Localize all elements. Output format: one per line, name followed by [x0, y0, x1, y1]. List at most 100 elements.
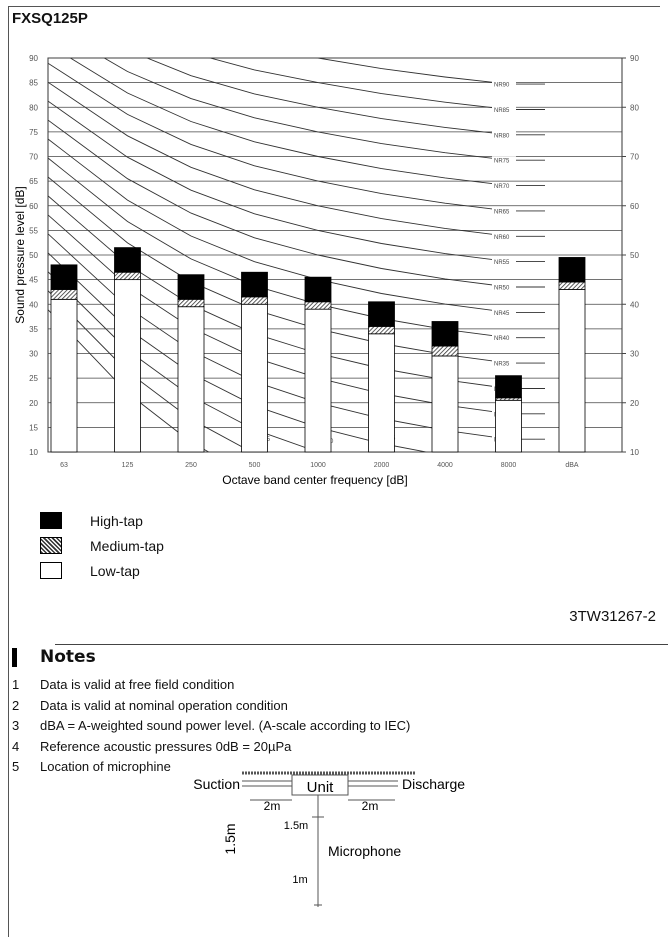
document-code: 3TW31267-2: [569, 608, 656, 625]
nr-curve: [48, 138, 545, 313]
curve-label: NR40: [494, 336, 510, 342]
x-tick-label: 63: [60, 462, 68, 469]
curve-label: NR75: [494, 159, 510, 165]
note-text: Data is valid at nominal operation condi…: [40, 697, 288, 713]
nr-curve: [48, 309, 210, 452]
bar-segment: [495, 399, 522, 453]
bar-segment: [495, 375, 522, 399]
bar-segment: [304, 308, 332, 453]
x-tick-label: 1000: [310, 462, 326, 469]
curve-label: NR45: [494, 311, 510, 317]
label-bg: [492, 257, 516, 266]
label-bg: [492, 105, 516, 114]
nr-curve: [69, 58, 545, 187]
y-tick-label: 35: [29, 325, 38, 334]
y2-tick-label: 90: [630, 54, 639, 63]
bar-segment: [368, 326, 395, 335]
curve-label: NR90: [494, 83, 510, 89]
diagram-lines: [242, 771, 415, 907]
bar-segment: [368, 333, 395, 453]
y-tick-label: 55: [29, 226, 38, 235]
microphone-label: Microphone: [328, 843, 401, 859]
title: FXSQ125P: [12, 10, 88, 27]
distance-label: 2m: [362, 799, 379, 813]
curve-label: NR35: [494, 362, 510, 368]
note-text: dBA = A-weighted sound power level. (A-s…: [40, 718, 411, 733]
bar-segment: [304, 276, 332, 303]
y-axis-label: Sound pressure level [dB]: [13, 186, 27, 323]
y-tick-label: 85: [29, 79, 38, 88]
nr-curve: [315, 58, 545, 85]
nr-curve: [48, 214, 545, 415]
nr-curve: [208, 58, 545, 110]
x-tick-label: dBA: [565, 462, 579, 469]
y-tick-label: 60: [29, 202, 38, 211]
bar-segment: [241, 296, 268, 305]
notes-heading: Notes: [40, 647, 96, 667]
label-bg: [492, 156, 516, 165]
bar-segment: [558, 281, 586, 290]
legend: High-tap Medium-tap Low-tap: [40, 508, 164, 583]
bar-segment: [241, 303, 268, 453]
bar-segment: [114, 279, 141, 453]
y-tick-label: 30: [29, 350, 38, 359]
nr-curve: [48, 290, 253, 452]
notes-marker: [12, 648, 17, 667]
legend-item: Medium-tap: [40, 533, 164, 558]
note: 4 Reference acoustic pressures 0dB = 20µP…: [12, 739, 410, 760]
y-tick-label: 25: [29, 374, 38, 383]
note: 1 Data is valid at free field condition: [12, 677, 410, 698]
label-bg: [492, 181, 516, 190]
y-tick-label: 70: [29, 153, 38, 162]
legend-label: Medium-tap: [90, 537, 164, 554]
nr-curve: [48, 119, 545, 288]
curve-label: NR85: [494, 108, 510, 114]
y2-tick-label: 70: [630, 153, 639, 162]
nr-curves: [48, 58, 545, 452]
curve-label: NR65: [494, 209, 510, 215]
y2-tick-label: 80: [630, 103, 639, 112]
legend-swatch: [40, 537, 62, 554]
bar-segment: [177, 306, 205, 453]
curve-label: NR50: [494, 286, 510, 292]
note: 3 dBA = A-weighted sound power level. (A-…: [12, 718, 410, 739]
bar-segment: [431, 355, 459, 453]
bar-segment: [114, 271, 141, 281]
bar-segment: [431, 345, 459, 357]
label-bg: [492, 232, 516, 241]
mic-height-label: 1m: [292, 874, 307, 886]
x-tick-label: 250: [185, 462, 197, 469]
bar-segment: [50, 289, 78, 300]
y2-tick-label: 50: [630, 251, 639, 260]
note: 2 Data is valid at nominal operation cond…: [12, 698, 410, 719]
y2-tick-label: 10: [630, 448, 639, 457]
note-number: 2: [12, 697, 20, 713]
bar-segment: [50, 298, 78, 453]
nr-curve: [48, 100, 545, 263]
distance-label: 2m: [264, 799, 281, 813]
bar-segment: [50, 264, 78, 290]
microphone-diagram: Suction Unit Discharge 2m 2m 1.5m 1.5m M…: [193, 771, 465, 907]
discharge-label: Discharge: [402, 776, 465, 792]
label-bg: [492, 359, 516, 368]
note-number: 4: [12, 738, 20, 754]
y-tick-label: 10: [29, 448, 38, 457]
y-tick-label: 20: [29, 399, 38, 408]
frame: [8, 6, 9, 937]
nr-curve: [103, 58, 545, 161]
nr-curve: [48, 62, 545, 212]
legend-item: Low-tap: [40, 558, 164, 583]
y-tick-label: 15: [29, 423, 38, 432]
bar-segment: [114, 247, 141, 273]
bar-segment: [241, 271, 268, 298]
note-text: Location of microphine: [40, 759, 171, 774]
drop-label: 1.5m: [284, 820, 308, 832]
x-axis-label: Octave band center frequency [dB]: [222, 473, 407, 487]
nr-curve: [48, 81, 545, 237]
y-tick-label: 90: [29, 54, 38, 63]
x-tick-label: 4000: [437, 462, 453, 469]
y2-tick-label: 40: [630, 300, 639, 309]
nr-curve: [48, 157, 545, 339]
nr-curve: [48, 176, 545, 364]
unit-label: Unit: [307, 779, 335, 796]
